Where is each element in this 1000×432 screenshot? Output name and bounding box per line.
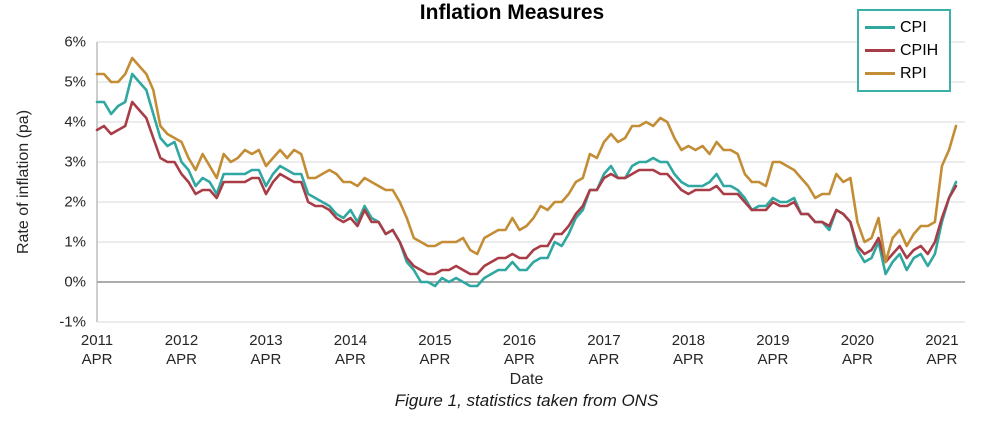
x-tick-label: 2016 APR (502, 332, 537, 368)
legend-label-cpih: CPIH (900, 41, 939, 59)
legend-label-rpi: RPI (900, 64, 927, 82)
cpih-line (95, 100, 958, 276)
chart-title: Inflation Measures (419, 1, 605, 24)
x-tick-label: 2019 APR (756, 332, 790, 368)
y-tick-label: 1% (64, 233, 86, 251)
y-tick-label: 6% (64, 33, 86, 51)
cpi-line (95, 72, 958, 288)
x-tick-label: 2011 APR (80, 332, 114, 368)
x-tick-label: 2014 APR (333, 332, 368, 368)
x-tick-label: 2013 APR (249, 332, 283, 368)
y-tick-label: 5% (64, 73, 86, 91)
x-tick-label: 2020 APR (840, 332, 875, 368)
cpi-line-swatch (865, 26, 895, 29)
y-axis-label: Rate of inflation (pa) (15, 109, 32, 255)
legend-item-cpih: CPIH (865, 39, 942, 62)
y-tick-label: 4% (64, 113, 86, 131)
x-tick-label: 2015 APR (418, 332, 452, 368)
cpih-line-swatch (865, 49, 895, 52)
figure-caption: Figure 1, statistics taken from ONS (394, 391, 659, 410)
legend-item-rpi: RPI (865, 62, 942, 85)
legend-label-cpi: CPI (900, 18, 927, 36)
x-tick-label: 2021 APR (925, 332, 959, 368)
y-tick-label: -1% (59, 313, 86, 331)
x-axis-label: Date (509, 371, 544, 388)
x-tick-label: 2018 APR (671, 332, 706, 368)
y-tick-label: 3% (64, 153, 86, 171)
rpi-line-swatch (865, 72, 895, 75)
y-tick-label: 0% (64, 273, 86, 291)
x-tick-label: 2017 APR (587, 332, 621, 368)
x-tick-label: 2012 APR (164, 332, 199, 368)
legend-item-cpi: CPI (865, 16, 942, 39)
legend: CPI CPIH RPI (857, 9, 951, 92)
rpi-line (95, 56, 958, 264)
y-tick-label: 2% (64, 193, 86, 211)
